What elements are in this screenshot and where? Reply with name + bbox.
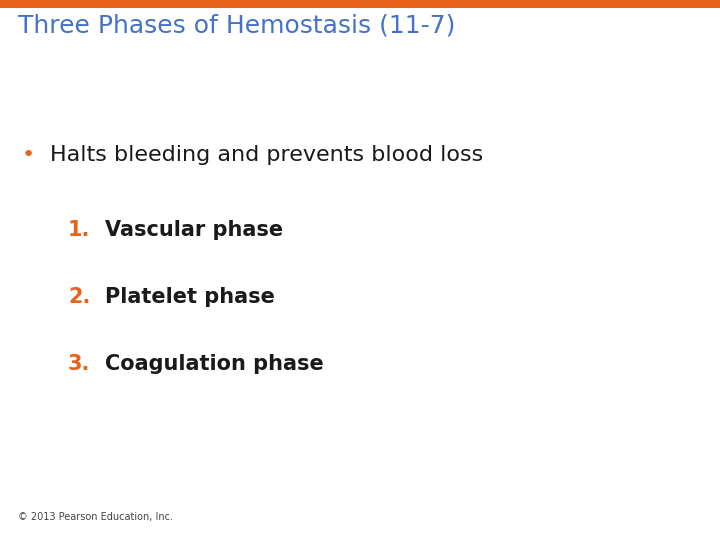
Text: © 2013 Pearson Education, Inc.: © 2013 Pearson Education, Inc. <box>18 512 173 522</box>
Text: 3.: 3. <box>68 354 91 374</box>
Text: •: • <box>22 145 35 165</box>
Text: 2.: 2. <box>68 287 91 307</box>
Text: Three Phases of Hemostasis (11-7): Three Phases of Hemostasis (11-7) <box>18 14 455 38</box>
Text: 1.: 1. <box>68 220 91 240</box>
Text: Coagulation phase: Coagulation phase <box>105 354 324 374</box>
Text: Vascular phase: Vascular phase <box>105 220 283 240</box>
Bar <box>0 0 720 8</box>
Text: Halts bleeding and prevents blood loss: Halts bleeding and prevents blood loss <box>50 145 483 165</box>
Text: Platelet phase: Platelet phase <box>105 287 275 307</box>
